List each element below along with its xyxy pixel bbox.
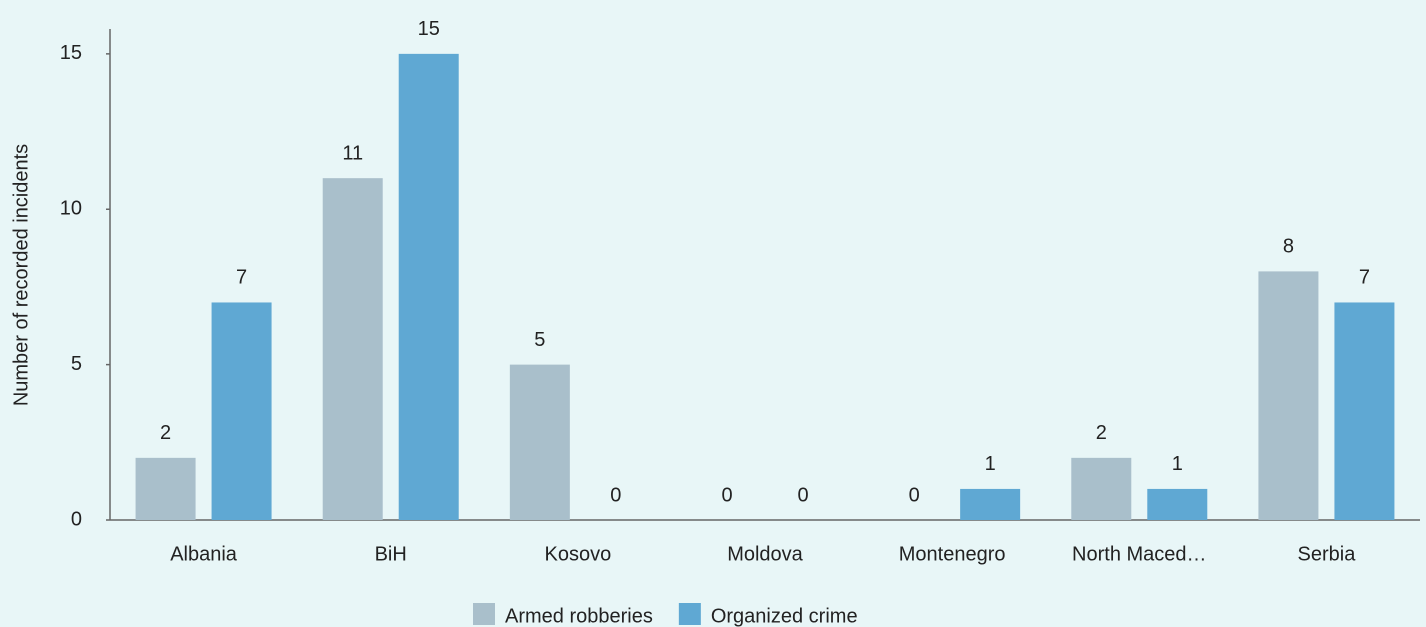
y-tick-label: 5 — [71, 353, 82, 375]
bar — [1258, 271, 1319, 520]
data-label: 8 — [1283, 236, 1294, 258]
data-label: 1 — [1172, 453, 1183, 475]
x-tick-label: Albania — [170, 543, 238, 565]
data-label: 0 — [721, 484, 732, 506]
y-tick-label: 0 — [71, 508, 82, 530]
bar — [509, 364, 570, 520]
bar — [1334, 302, 1395, 520]
data-label: 15 — [418, 18, 440, 40]
data-label: 0 — [797, 484, 808, 506]
bar — [211, 302, 272, 520]
legend-swatch — [473, 603, 495, 625]
bar — [960, 488, 1021, 520]
data-label: 7 — [1359, 267, 1370, 289]
data-label: 2 — [160, 422, 171, 444]
data-label: 1 — [985, 453, 996, 475]
x-tick-label: BiH — [375, 543, 407, 565]
bar — [398, 53, 459, 521]
data-label: 11 — [342, 142, 363, 164]
x-tick-label: Kosovo — [544, 543, 611, 565]
bar — [1147, 488, 1208, 520]
legend-swatch — [678, 603, 701, 625]
x-tick-label: Montenegro — [899, 543, 1006, 565]
bar — [135, 457, 196, 520]
data-label: 7 — [236, 267, 247, 289]
data-label: 2 — [1096, 422, 1107, 444]
data-label: 0 — [610, 484, 621, 506]
y-axis-label: Number of recorded incidents — [10, 144, 32, 406]
data-label: 5 — [534, 329, 545, 351]
y-tick-label: 10 — [60, 198, 82, 220]
x-tick-label: Serbia — [1298, 543, 1357, 565]
x-tick-label: North Maced… — [1072, 543, 1207, 565]
x-tick-label: Moldova — [727, 543, 803, 565]
bar — [322, 178, 383, 520]
legend-label: Organized crime — [711, 605, 858, 627]
data-label: 0 — [909, 484, 920, 506]
legend-label: Armed robberies — [505, 605, 653, 627]
y-tick-label: 15 — [60, 42, 82, 64]
bar — [1071, 457, 1132, 520]
